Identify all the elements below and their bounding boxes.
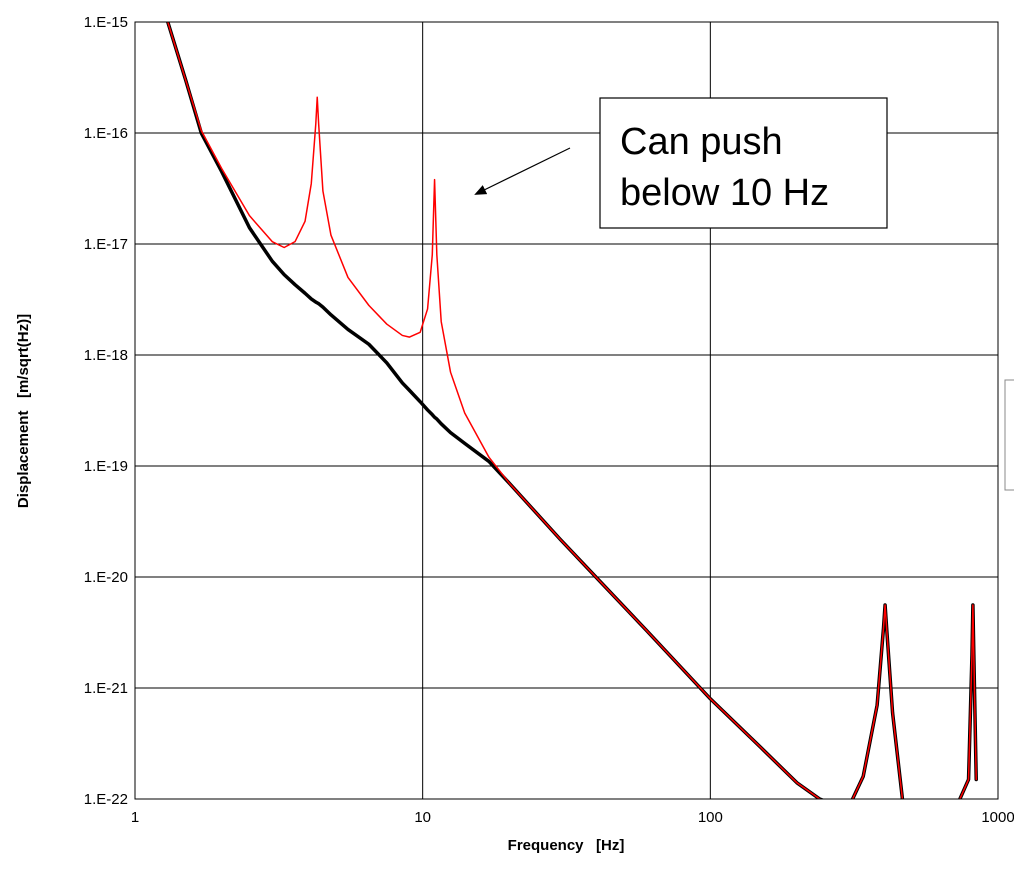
x-tick-label: 100	[698, 809, 723, 826]
series-line	[167, 22, 977, 799]
y-tick-label: 1.E-16	[84, 125, 128, 142]
y-tick-label: 1.E-19	[84, 458, 128, 475]
plot-lines	[166, 22, 978, 799]
annotation-line: Can push	[620, 121, 783, 163]
y-axis-title: Displacement [m/sqrt(Hz)]	[15, 314, 32, 508]
tick-labels: 1.E-22 1.E-21 1.E-20 1.E-19 1.E-18 1.E-17 1.E-…	[84, 14, 1014, 826]
y-tick-label: 1.E-20	[84, 569, 128, 586]
x-tick-label: 10	[414, 809, 431, 826]
legend-box	[1004, 379, 1014, 491]
x-tick-label: 1000	[981, 809, 1014, 826]
annotation-box	[599, 97, 888, 229]
y-tick-label: 1.E-15	[84, 14, 128, 31]
y-tick-label: 1.E-22	[84, 791, 128, 808]
x-axis-title: Frequency [Hz]	[508, 837, 625, 854]
plot-frame	[134, 21, 999, 800]
y-tick-label: 1.E-21	[84, 680, 128, 697]
y-tick-label: 1.E-17	[84, 236, 128, 253]
annotation-arrow	[474, 147, 571, 195]
y-tick-label: 1.E-18	[84, 347, 128, 364]
annotation-line: below 10 Hz	[620, 172, 829, 214]
x-tick-label: 1	[131, 809, 139, 826]
